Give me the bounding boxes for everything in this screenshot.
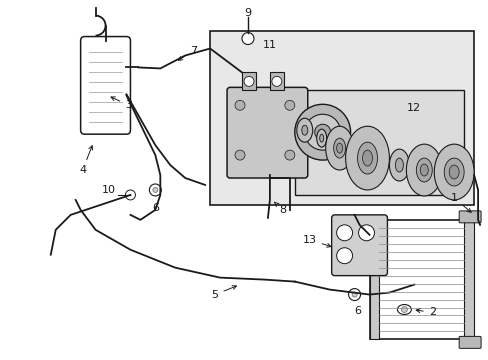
FancyBboxPatch shape (331, 215, 386, 276)
Text: 6: 6 (353, 306, 360, 316)
Ellipse shape (345, 126, 388, 190)
Ellipse shape (319, 134, 323, 142)
Bar (210, 31, 473, 205)
FancyBboxPatch shape (458, 336, 480, 348)
Text: 10: 10 (102, 185, 115, 195)
Ellipse shape (362, 150, 372, 166)
Circle shape (271, 76, 281, 86)
Circle shape (242, 32, 253, 45)
Text: 1: 1 (450, 193, 470, 212)
Circle shape (285, 100, 294, 110)
Ellipse shape (336, 143, 342, 153)
Ellipse shape (296, 118, 312, 142)
Text: 4: 4 (79, 146, 92, 175)
Circle shape (401, 306, 407, 312)
Circle shape (235, 100, 244, 110)
Bar (369, 220, 473, 339)
Circle shape (336, 225, 352, 241)
Text: 6: 6 (152, 203, 159, 213)
Text: 12: 12 (407, 103, 421, 113)
Circle shape (304, 114, 340, 150)
Text: 7: 7 (178, 45, 196, 60)
Ellipse shape (406, 144, 441, 196)
Text: 13: 13 (302, 235, 330, 247)
Ellipse shape (397, 305, 410, 315)
Ellipse shape (443, 158, 463, 186)
Circle shape (235, 150, 244, 160)
Circle shape (336, 248, 352, 264)
Circle shape (244, 76, 253, 86)
Text: 3: 3 (111, 97, 132, 110)
Bar (463, 220, 473, 339)
Text: 5: 5 (211, 286, 236, 300)
Circle shape (153, 188, 158, 193)
Ellipse shape (316, 129, 326, 147)
Ellipse shape (388, 149, 408, 181)
Circle shape (314, 124, 330, 140)
Text: 8: 8 (274, 202, 286, 215)
Ellipse shape (448, 165, 458, 179)
Ellipse shape (325, 126, 353, 170)
Circle shape (358, 225, 374, 241)
Bar (242, 72, 255, 90)
Ellipse shape (433, 144, 473, 200)
FancyBboxPatch shape (226, 87, 307, 178)
Text: 9: 9 (244, 8, 251, 18)
FancyBboxPatch shape (81, 37, 130, 134)
Ellipse shape (333, 138, 345, 158)
Bar (294, 90, 463, 195)
Bar (269, 72, 283, 90)
Circle shape (125, 190, 135, 200)
Ellipse shape (357, 142, 377, 174)
Circle shape (348, 289, 360, 301)
Ellipse shape (420, 164, 427, 176)
Ellipse shape (395, 158, 403, 172)
Bar (369, 220, 379, 339)
FancyBboxPatch shape (458, 211, 480, 223)
Circle shape (285, 150, 294, 160)
Ellipse shape (301, 125, 307, 135)
Circle shape (351, 292, 356, 297)
Circle shape (294, 104, 350, 160)
Circle shape (149, 184, 161, 196)
Text: 2: 2 (415, 307, 435, 318)
Ellipse shape (415, 158, 431, 182)
Text: 11: 11 (263, 40, 276, 50)
